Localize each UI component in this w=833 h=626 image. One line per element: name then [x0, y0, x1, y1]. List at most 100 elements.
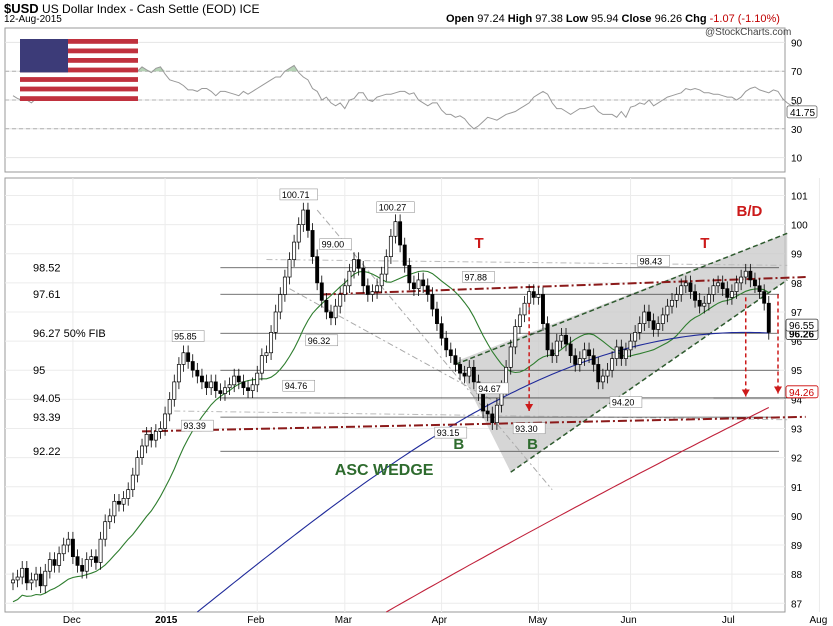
- candle-body: [527, 291, 532, 304]
- candle-body: [421, 279, 426, 287]
- candle-body: [213, 381, 218, 391]
- candle-body: [121, 498, 126, 505]
- candle-body: [448, 349, 453, 357]
- candle-body: [107, 515, 112, 523]
- x-tick-label: Mar: [335, 615, 353, 626]
- low-label: Low: [565, 13, 588, 25]
- candle-body: [144, 433, 149, 447]
- candle-body: [43, 570, 48, 587]
- candle-body: [61, 544, 66, 555]
- sma-red-line: [386, 407, 770, 613]
- candle-body: [554, 340, 559, 357]
- candle-body: [315, 256, 320, 284]
- candle-body: [57, 553, 62, 566]
- candle-body: [34, 573, 38, 581]
- candle-body: [94, 556, 98, 563]
- candle-body: [75, 556, 80, 566]
- candle-body: [195, 369, 200, 377]
- candle-body: [439, 323, 444, 339]
- candle-body: [140, 445, 144, 458]
- candle-body: [702, 302, 707, 307]
- candle-body: [47, 559, 52, 572]
- candle-body: [255, 372, 260, 386]
- candle-body: [218, 390, 223, 394]
- candle-body: [458, 364, 462, 374]
- candle-body: [435, 308, 439, 324]
- support-trendline: [142, 415, 806, 433]
- candle-body: [647, 311, 651, 322]
- symbol: $USD: [4, 1, 39, 16]
- candle-body: [172, 381, 177, 400]
- candle-body: [679, 285, 684, 295]
- candle-body: [683, 282, 688, 287]
- point-label-box: [476, 382, 509, 395]
- candle-body: [577, 358, 582, 365]
- x-tick-label: Aug: [809, 615, 827, 626]
- level-label: 97.61: [33, 289, 61, 301]
- close-value: 96.26: [654, 13, 683, 25]
- rsi-last-value: 41.75: [790, 108, 815, 119]
- exchange: ICE: [239, 2, 260, 16]
- candle-body: [688, 282, 693, 292]
- candle-body: [163, 413, 168, 429]
- candle-body: [338, 294, 343, 307]
- candle-body: [190, 361, 195, 371]
- candle-body: [739, 276, 744, 284]
- candle-body: [541, 294, 545, 324]
- level-label: 94.05: [33, 393, 61, 405]
- candle-body: [494, 404, 499, 424]
- point-label-box: [279, 188, 318, 201]
- candle-body: [545, 323, 550, 351]
- rsi-last-badge: [786, 105, 818, 119]
- candle-body: [471, 366, 476, 383]
- rsi-tick-label: 90: [791, 38, 803, 49]
- point-label: 99.00: [322, 240, 345, 250]
- price-tick-label: 97: [791, 308, 803, 319]
- candle-body: [232, 375, 237, 386]
- candle-body: [766, 302, 771, 333]
- pattern-annotation: T: [474, 235, 483, 252]
- price-tick-label: 94: [791, 395, 803, 406]
- candle-body: [384, 256, 389, 275]
- price-tick-label: 96: [791, 337, 803, 348]
- price-badge: [785, 318, 819, 332]
- point-label: 93.30: [515, 424, 538, 434]
- candle-body: [126, 489, 131, 499]
- candle-body: [342, 285, 347, 295]
- close-label: Close: [621, 13, 652, 25]
- candle-body: [273, 311, 278, 333]
- candle-body: [287, 259, 292, 278]
- point-label: 96.32: [308, 336, 331, 346]
- candle-body: [310, 230, 315, 257]
- candle-body: [11, 579, 15, 584]
- candle-body: [117, 500, 121, 505]
- candle-body: [227, 384, 232, 389]
- candle-body: [762, 291, 767, 304]
- candle-body: [153, 431, 158, 441]
- price-tick-label: 88: [791, 570, 803, 581]
- x-tick-label: Jun: [621, 615, 637, 626]
- candle-body: [356, 259, 361, 269]
- candle-body: [651, 320, 656, 330]
- pattern-annotation: ASC WEDGE: [335, 462, 434, 479]
- low-value: 95.94: [590, 13, 619, 25]
- candle-body: [246, 387, 250, 391]
- candle-body: [112, 500, 117, 517]
- chg-value: -1.07 (-1.10%): [709, 13, 780, 25]
- x-tick-label: Jul: [722, 615, 735, 626]
- rsi-line: [12, 64, 806, 130]
- resistance-trendline: [321, 276, 806, 296]
- candle-body: [734, 282, 739, 292]
- target-arrowhead: [741, 389, 750, 397]
- candle-body: [628, 340, 633, 351]
- x-tick-label: Apr: [432, 615, 448, 626]
- sma-green-line: [12, 270, 770, 603]
- candle-body: [259, 355, 264, 374]
- candle-body: [333, 305, 338, 319]
- candle-body: [135, 457, 140, 476]
- candle-body: [531, 291, 536, 298]
- candle-body: [186, 352, 191, 362]
- candle-body: [398, 221, 403, 246]
- candle-body: [70, 538, 75, 558]
